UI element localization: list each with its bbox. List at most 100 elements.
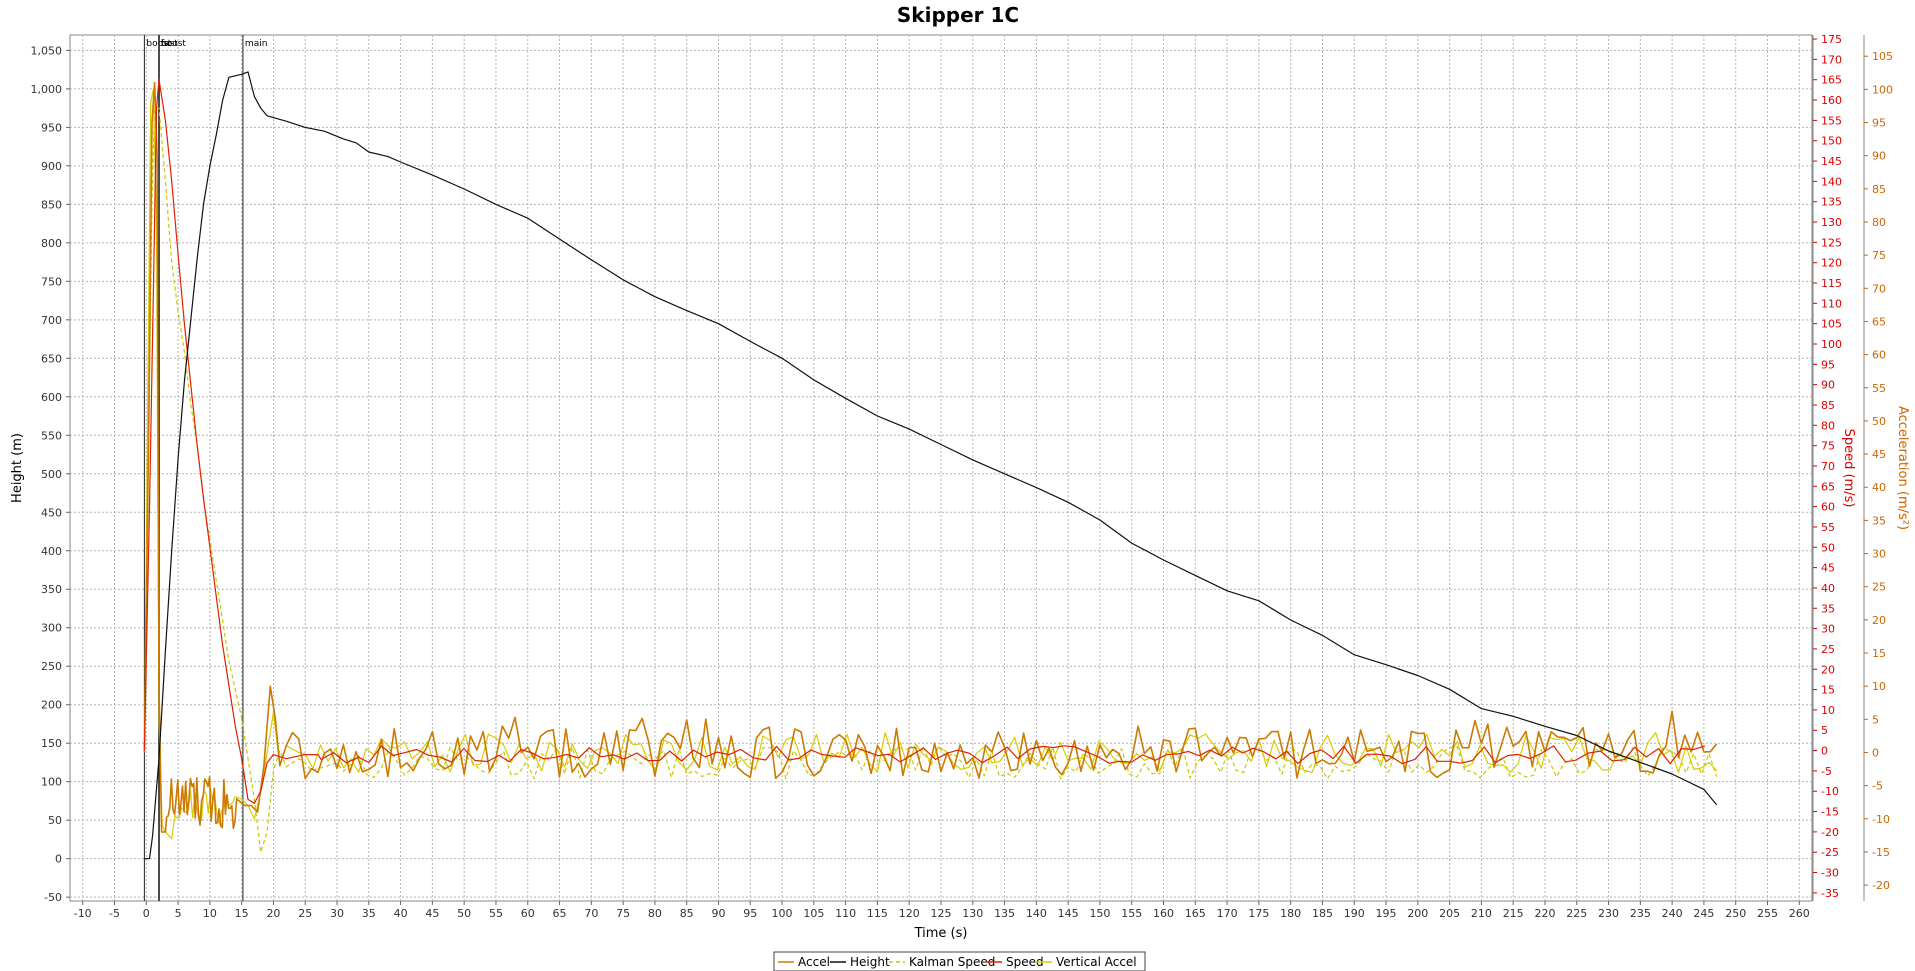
accel-tick-label: 60 [1872,349,1886,362]
speed-axis-label: Speed (m/s) [1841,429,1856,508]
speed-tick-label: 100 [1821,338,1842,351]
left-tick-label: 650 [41,352,62,365]
x-tick-label: 90 [711,907,725,920]
speed-tick-label: 15 [1821,684,1835,697]
x-tick-label: 55 [489,907,503,920]
accel-tick-label: 15 [1872,647,1886,660]
x-tick-label: 40 [394,907,408,920]
speed-tick-label: 175 [1821,33,1842,46]
accel-tick-label: 40 [1872,481,1886,494]
speed-tick-label: 0 [1821,745,1828,758]
speed-tick-label: 25 [1821,643,1835,656]
accel-tick-label: 100 [1872,83,1893,96]
speed-tick-label: -15 [1821,806,1839,819]
speed-tick-label: 110 [1821,297,1842,310]
left-tick-label: 450 [41,506,62,519]
left-tick-label: 250 [41,660,62,673]
x-tick-label: 170 [1217,907,1238,920]
x-tick-label: 255 [1757,907,1778,920]
x-tick-label: 80 [648,907,662,920]
speed-tick-label: -5 [1821,765,1832,778]
accel-tick-label: 65 [1872,315,1886,328]
speed-tick-label: 50 [1821,541,1835,554]
x-tick-label: 70 [584,907,598,920]
speed-tick-label: 80 [1821,419,1835,432]
x-tick-label: 230 [1598,907,1619,920]
x-tick-label: -5 [109,907,120,920]
x-tick-label: 10 [203,907,217,920]
speed-tick-label: 115 [1821,277,1842,290]
series-line-vertical-accel [143,88,1718,840]
x-tick-label: 45 [425,907,439,920]
x-tick-label: 100 [772,907,793,920]
x-tick-label: 210 [1471,907,1492,920]
legend-label-vertical-accel: Vertical Accel [1056,955,1137,969]
speed-tick-label: -20 [1821,826,1839,839]
left-tick-label: 350 [41,583,62,596]
speed-tick-label: 135 [1821,196,1842,209]
x-tick-label: 195 [1376,907,1397,920]
x-tick-label: 20 [266,907,280,920]
accel-tick-label: 50 [1872,415,1886,428]
left-tick-label: 750 [41,275,62,288]
tick-layer: -10 -5 0 5 10 15 20 25 30 35 40 45 50 55 60 65 70 75 80 85 9… [31,33,1894,920]
accel-tick-label: 45 [1872,448,1886,461]
x-tick-label: 245 [1693,907,1714,920]
x-tick-label: 125 [931,907,952,920]
accel-tick-label: 80 [1872,216,1886,229]
event-label-boost: boost [161,39,186,49]
speed-tick-label: -35 [1821,887,1839,900]
x-tick-label: 155 [1121,907,1142,920]
x-tick-label: 0 [143,907,150,920]
speed-tick-label: 90 [1821,379,1835,392]
x-tick-label: 140 [1026,907,1047,920]
grid-layer [70,35,1812,901]
x-tick-label: 225 [1566,907,1587,920]
left-tick-label: 950 [41,121,62,134]
accel-axis-label: Acceleration (m/s²) [1895,406,1910,530]
speed-tick-label: 85 [1821,399,1835,412]
left-tick-label: 150 [41,737,62,750]
accel-tick-label: -20 [1872,879,1890,892]
x-tick-label: 15 [235,907,249,920]
x-tick-label: 75 [616,907,630,920]
left-tick-label: 100 [41,776,62,789]
x-tick-label: 150 [1089,907,1110,920]
x-tick-label: 250 [1725,907,1746,920]
event-label-main: main [245,39,268,49]
speed-tick-label: 125 [1821,236,1842,249]
left-tick-label: 700 [41,314,62,327]
left-tick-label: 200 [41,699,62,712]
x-tick-label: 240 [1662,907,1683,920]
x-tick-label: 30 [330,907,344,920]
accel-tick-label: 55 [1872,382,1886,395]
x-tick-label: 50 [457,907,471,920]
x-tick-label: 205 [1439,907,1460,920]
series-line-height [144,71,1718,860]
x-tick-label: 120 [899,907,920,920]
x-tick-label: 95 [743,907,757,920]
accel-tick-label: 70 [1872,282,1886,295]
event-label-fast: fast [161,39,178,49]
x-tick-label: 220 [1534,907,1555,920]
x-tick-label: 175 [1248,907,1269,920]
speed-tick-label: 95 [1821,358,1835,371]
speed-tick-label: -25 [1821,846,1839,859]
legend-label-kalman-speed: Kalman Speed [909,955,995,969]
speed-tick-label: 75 [1821,440,1835,453]
speed-tick-label: 20 [1821,663,1835,676]
speed-tick-label: -10 [1821,785,1839,798]
x-tick-label: -10 [74,907,92,920]
accel-tick-label: 5 [1872,713,1879,726]
left-tick-label: 1,000 [31,83,63,96]
speed-tick-label: 70 [1821,460,1835,473]
left-tick-label: 1,050 [31,44,63,57]
x-tick-label: 130 [962,907,983,920]
speed-tick-label: 155 [1821,114,1842,127]
x-tick-label: 135 [994,907,1015,920]
x-tick-label: 160 [1153,907,1174,920]
left-tick-label: -50 [44,891,62,904]
speed-tick-label: 10 [1821,704,1835,717]
x-tick-label: 235 [1630,907,1651,920]
